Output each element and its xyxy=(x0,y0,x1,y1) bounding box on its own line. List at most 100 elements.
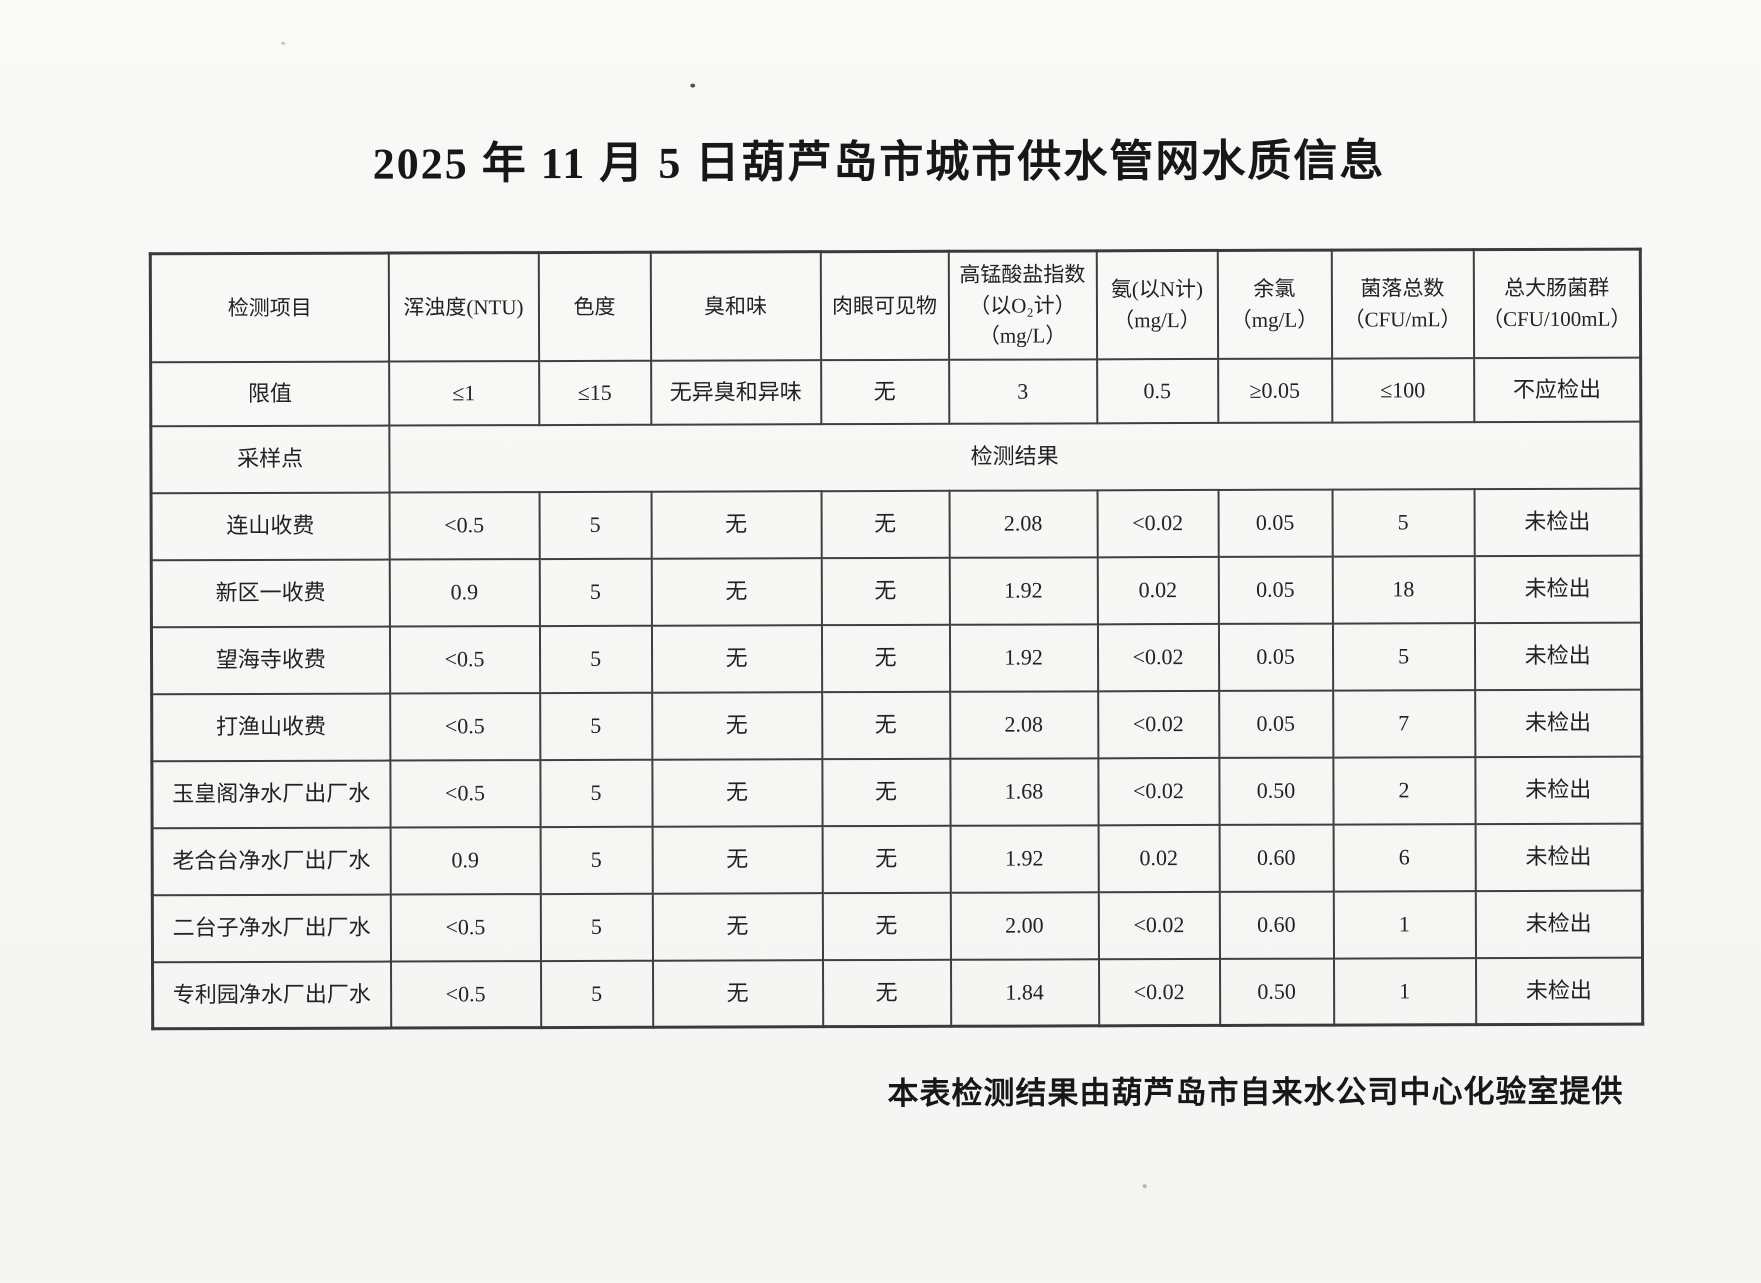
limit-value: 3 xyxy=(949,359,1097,423)
column-header-turbidity: 浑浊度(NTU) xyxy=(388,253,538,361)
result-value: 0.9 xyxy=(389,559,539,626)
table-row: 望海寺收费 <0.5 5 无 无 1.92 <0.02 0.05 5 未检出 xyxy=(151,622,1641,694)
table-row: 老合台净水厂出厂水 0.9 5 无 无 1.92 0.02 0.60 6 未检出 xyxy=(152,823,1642,895)
result-value: 5 xyxy=(539,625,651,692)
scan-speck xyxy=(281,42,285,45)
result-value: <0.02 xyxy=(1097,623,1218,690)
result-value: 2.08 xyxy=(950,691,1098,758)
limit-value: 不应检出 xyxy=(1474,357,1641,422)
water-quality-table: 检测项目 浑浊度(NTU) 色度 臭和味 肉眼可见物 高锰酸盐指数 （以O₂计）… xyxy=(149,248,1644,1031)
result-value: 未检出 xyxy=(1475,890,1642,958)
result-value: 未检出 xyxy=(1475,756,1642,824)
result-value: 5 xyxy=(540,759,652,826)
table-header-row: 检测项目 浑浊度(NTU) 色度 臭和味 肉眼可见物 高锰酸盐指数 （以O₂计）… xyxy=(150,249,1640,362)
result-value: 无 xyxy=(651,625,821,693)
result-value: 0.9 xyxy=(390,827,540,894)
site-name: 打渔山收费 xyxy=(152,693,390,761)
result-value: 1.84 xyxy=(951,959,1099,1026)
result-value: 未检出 xyxy=(1474,488,1641,556)
table-row: 连山收费 <0.5 5 无 无 2.08 <0.02 0.05 5 未检出 xyxy=(151,488,1641,560)
column-header-odor: 臭和味 xyxy=(650,252,820,361)
scan-speck xyxy=(690,84,695,88)
limit-value: 无异臭和异味 xyxy=(651,360,821,425)
result-value: <0.5 xyxy=(390,693,540,760)
table-row: 专利园净水厂出厂水 <0.5 5 无 无 1.84 <0.02 0.50 1 未… xyxy=(153,957,1643,1029)
column-header-color: 色度 xyxy=(538,252,650,360)
result-value: 5 xyxy=(1332,489,1474,556)
sampling-point-row: 采样点 检测结果 xyxy=(151,421,1641,493)
result-value: 无 xyxy=(822,758,950,825)
result-value: <0.02 xyxy=(1098,757,1219,824)
site-name: 二台子净水厂出厂水 xyxy=(152,894,390,962)
result-value: 5 xyxy=(1332,623,1474,690)
result-value: 无 xyxy=(821,624,949,691)
result-value: 1.68 xyxy=(950,758,1098,825)
result-value: 未检出 xyxy=(1475,689,1642,757)
result-value: 无 xyxy=(823,959,951,1026)
result-value: 0.05 xyxy=(1218,489,1332,556)
table-row: 玉皇阁净水厂出厂水 <0.5 5 无 无 1.68 <0.02 0.50 2 未… xyxy=(152,756,1642,828)
result-value: 5 xyxy=(539,491,651,558)
limit-value: 0.5 xyxy=(1097,358,1218,422)
table-row: 打渔山收费 <0.5 5 无 无 2.08 <0.02 0.05 7 未检出 xyxy=(152,689,1642,761)
result-value: 5 xyxy=(539,558,651,625)
result-value: 2.08 xyxy=(949,490,1097,557)
column-header-visible: 肉眼可见物 xyxy=(820,251,948,359)
result-value: 5 xyxy=(540,692,652,759)
result-value: 0.02 xyxy=(1097,556,1218,623)
result-value: 未检出 xyxy=(1476,957,1643,1025)
result-value: 1.92 xyxy=(950,825,1098,892)
result-value: 1 xyxy=(1334,958,1476,1025)
site-name: 老合台净水厂出厂水 xyxy=(152,827,390,895)
result-value: <0.5 xyxy=(389,626,539,693)
table-row: 二台子净水厂出厂水 <0.5 5 无 无 2.00 <0.02 0.60 1 未… xyxy=(152,890,1642,962)
result-value: 0.05 xyxy=(1219,690,1333,757)
result-value: 未检出 xyxy=(1474,622,1641,690)
result-value: <0.5 xyxy=(390,760,540,827)
result-value: <0.02 xyxy=(1099,958,1220,1025)
result-value: <0.5 xyxy=(389,492,539,559)
site-name: 专利园净水厂出厂水 xyxy=(153,961,391,1029)
result-value: 2.00 xyxy=(950,892,1098,959)
result-value: 无 xyxy=(822,691,950,758)
result-value: 0.60 xyxy=(1219,824,1333,891)
result-value: 0.60 xyxy=(1219,891,1333,958)
result-value: 无 xyxy=(653,960,823,1028)
result-value: 0.05 xyxy=(1218,556,1332,623)
site-name: 望海寺收费 xyxy=(151,626,389,694)
result-value: 6 xyxy=(1333,824,1475,891)
result-value: 无 xyxy=(652,826,822,894)
result-value: 无 xyxy=(821,490,949,557)
site-name: 新区一收费 xyxy=(151,559,389,627)
limit-value: ≤1 xyxy=(389,361,539,425)
result-value: 无 xyxy=(651,558,821,626)
results-merged-header: 检测结果 xyxy=(389,421,1641,492)
result-value: 无 xyxy=(821,557,949,624)
result-value: 无 xyxy=(651,491,821,559)
result-value: <0.02 xyxy=(1097,489,1218,556)
result-value: 0.05 xyxy=(1218,623,1332,690)
limit-value: ≤100 xyxy=(1332,358,1474,422)
result-value: 无 xyxy=(822,825,950,892)
footer-attribution: 本表检测结果由葫芦岛市自来水公司中心化验室提供 xyxy=(887,1066,1623,1113)
column-header-colony: 菌落总数 （CFU/mL） xyxy=(1331,250,1473,358)
sampling-point-label: 采样点 xyxy=(151,425,389,493)
result-value: 1.92 xyxy=(949,624,1097,691)
result-value: <0.02 xyxy=(1098,891,1219,958)
document-title: 2025 年 11 月 5 日葫芦岛市城市供水管网水质信息 xyxy=(0,123,1760,193)
site-name: 连山收费 xyxy=(151,492,389,560)
scan-speck xyxy=(1143,1184,1147,1188)
result-value: 无 xyxy=(652,692,822,760)
result-value: 2 xyxy=(1333,757,1475,824)
result-value: 无 xyxy=(652,759,822,827)
table-row: 新区一收费 0.9 5 无 无 1.92 0.02 0.05 18 未检出 xyxy=(151,555,1641,627)
result-value: 18 xyxy=(1332,556,1474,623)
result-value: 5 xyxy=(540,893,652,960)
result-value: 未检出 xyxy=(1474,555,1641,623)
column-header-coliform: 总大肠菌群 （CFU/100mL） xyxy=(1473,249,1640,358)
result-value: 7 xyxy=(1333,690,1475,757)
result-value: 0.02 xyxy=(1098,824,1219,891)
column-header-permanganate: 高锰酸盐指数 （以O₂计） （mg/L） xyxy=(948,251,1096,359)
